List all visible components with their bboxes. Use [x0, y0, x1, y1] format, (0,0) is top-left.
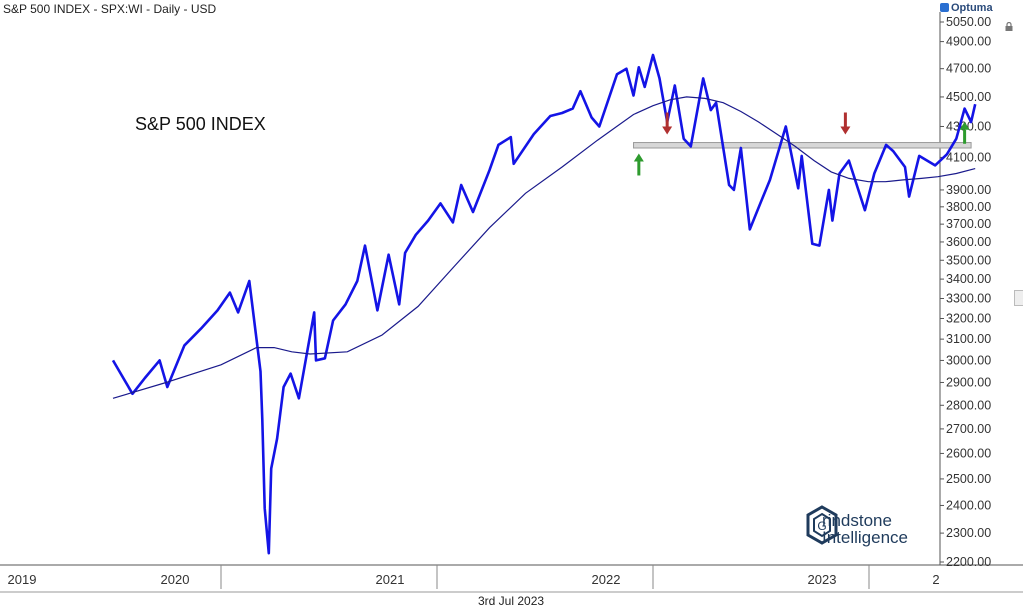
arrow-shaft — [843, 112, 847, 127]
lock-icon[interactable] — [1005, 22, 1013, 31]
arrow-head — [959, 121, 970, 130]
x-tick-label: 2020 — [161, 572, 190, 587]
arrow-head — [662, 126, 673, 135]
y-tick-label: 3500.00 — [946, 253, 991, 267]
y-tick-label: 2800.00 — [946, 398, 991, 412]
arrow-shaft — [665, 112, 669, 127]
x-tick-label: 2022 — [592, 572, 621, 587]
y-tick-label: 2300.00 — [946, 526, 991, 540]
optuma-logo-icon — [940, 3, 949, 12]
y-tick-label: 4100.00 — [946, 150, 991, 164]
axis-scroll-handle[interactable] — [1014, 290, 1023, 306]
y-tick-label: 3600.00 — [946, 235, 991, 249]
y-tick-label: 3400.00 — [946, 272, 991, 286]
y-tick-label: 4700.00 — [946, 62, 991, 76]
y-tick-label: 2700.00 — [946, 422, 991, 436]
y-tick-label: 2500.00 — [946, 472, 991, 486]
x-tick-label: 2021 — [376, 572, 405, 587]
y-tick-label: 5050.00 — [946, 15, 991, 29]
x-tick-label: 2023 — [808, 572, 837, 587]
y-tick-label: 3700.00 — [946, 217, 991, 231]
grindstone-logo-icon: G — [806, 505, 838, 545]
y-tick-label: 3900.00 — [946, 183, 991, 197]
brand-name: Optuma — [951, 2, 993, 14]
arrow-shaft — [963, 129, 967, 144]
plot-area: 5050.00 4900.00 4700.00 4500.00 4300.00 4100.… — [0, 12, 1023, 593]
y-tick-label: 3800.00 — [946, 200, 991, 214]
chart-title: S&P 500 INDEX — [135, 114, 266, 134]
y-tick-label: 4300.00 — [946, 119, 991, 133]
x-tick-label: 2 — [932, 572, 939, 587]
y-tick-label: 2600.00 — [946, 446, 991, 460]
cursor-date-label: 3rd Jul 2023 — [478, 594, 545, 608]
x-tick-label: 2019 — [8, 572, 37, 587]
y-tick-label: 3100.00 — [946, 332, 991, 346]
logo-mark-letter: G — [817, 519, 826, 533]
y-tick-label: 2400.00 — [946, 498, 991, 512]
instrument-header: S&P 500 INDEX - SPX:WI - Daily - USD — [3, 2, 217, 16]
watermark-line-2: Intelligence — [822, 528, 909, 547]
price-line — [111, 53, 977, 555]
arrow-head — [840, 126, 851, 135]
arrow-head — [633, 153, 644, 162]
y-tick-label: 3000.00 — [946, 353, 991, 367]
arrow-up-icon — [633, 153, 644, 176]
y-tick-label: 2200.00 — [946, 555, 991, 569]
y-tick-label: 2900.00 — [946, 375, 991, 389]
arrow-down-icon — [840, 112, 851, 135]
moving-average-line — [112, 96, 976, 399]
resistance-band — [633, 142, 972, 149]
arrow-up-icon — [959, 121, 970, 144]
brand-logo: Optuma — [940, 2, 993, 14]
watermark-line-1: rindstone — [822, 511, 892, 530]
y-tick-label: 4900.00 — [946, 35, 991, 49]
watermark-text: rindstone Intelligence — [822, 512, 908, 546]
y-tick-label: 4500.00 — [946, 90, 991, 104]
y-tick-label: 3200.00 — [946, 311, 991, 325]
arrow-shaft — [637, 161, 641, 176]
arrow-down-icon — [662, 112, 673, 135]
y-tick-label: 3300.00 — [946, 291, 991, 305]
